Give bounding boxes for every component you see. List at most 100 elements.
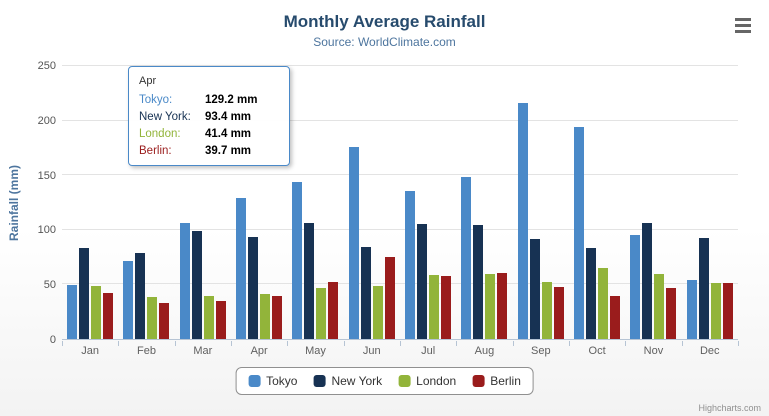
bar-group-sep — [513, 66, 569, 339]
gridline — [62, 174, 738, 176]
bar-london[interactable] — [598, 267, 609, 339]
axis-tick — [456, 341, 458, 346]
bar-tokyo[interactable] — [236, 197, 247, 339]
bar-new-york[interactable] — [529, 239, 540, 339]
bar-new-york[interactable] — [248, 237, 259, 339]
context-menu-button[interactable] — [731, 15, 755, 35]
chart-subtitle: Source: WorldClimate.com — [313, 35, 456, 49]
bar-tokyo[interactable] — [405, 190, 416, 339]
tooltip-row: Tokyo: 129.2 mm — [139, 94, 279, 106]
bar-tokyo[interactable] — [574, 127, 585, 339]
hamburger-icon — [735, 29, 751, 33]
axis-tick — [625, 341, 627, 346]
bar-new-york[interactable] — [417, 224, 428, 339]
x-axis-ticks — [62, 340, 739, 346]
plot-area — [62, 65, 738, 340]
bar-new-york[interactable] — [698, 238, 709, 339]
bar-berlin[interactable] — [441, 276, 452, 339]
bar-group-jan — [62, 66, 118, 339]
hamburger-icon — [735, 23, 751, 27]
tooltip-series-value: 41.4 mm — [205, 128, 252, 140]
bar-tokyo[interactable] — [67, 284, 78, 339]
x-axis-label: Sep — [531, 345, 551, 357]
legend-item-new-york[interactable]: New York — [313, 374, 382, 388]
bar-group-aug — [456, 66, 512, 339]
legend-item-tokyo[interactable]: Tokyo — [248, 374, 297, 388]
credits-link[interactable]: Highcharts.com — [698, 403, 761, 413]
tooltip-series-label: New York: — [139, 111, 191, 123]
bar-tokyo[interactable] — [686, 279, 697, 339]
bar-berlin[interactable] — [497, 273, 508, 339]
legend-item-london[interactable]: London — [398, 374, 456, 388]
bar-group-may — [287, 66, 343, 339]
tooltip-series-label: Tokyo: — [139, 94, 173, 106]
bar-tokyo[interactable] — [292, 181, 303, 339]
bar-new-york[interactable] — [586, 247, 597, 339]
bar-tokyo[interactable] — [517, 102, 528, 339]
bar-london[interactable] — [147, 296, 158, 339]
tooltip-series-value: 39.7 mm — [205, 145, 252, 157]
bar-berlin[interactable] — [553, 287, 564, 339]
bar-london[interactable] — [91, 285, 102, 339]
bar-new-york[interactable] — [79, 247, 90, 339]
bar-berlin[interactable] — [722, 283, 733, 339]
bar-group-oct — [569, 66, 625, 339]
legend-label: New York — [331, 374, 383, 388]
x-axis-label: Dec — [699, 345, 720, 357]
bar-london[interactable] — [260, 293, 271, 339]
bar-tokyo[interactable] — [179, 222, 190, 339]
legend-symbol — [398, 375, 411, 387]
tooltip: Apr Tokyo: 129.2 mm New York: 93.4 mm London… — [128, 66, 290, 166]
bar-berlin[interactable] — [610, 296, 621, 339]
y-axis-label: 150 — [37, 169, 56, 182]
bar-london[interactable] — [485, 273, 496, 339]
bar-new-york[interactable] — [304, 223, 315, 339]
bar-london[interactable] — [710, 283, 721, 339]
bar-london[interactable] — [203, 296, 214, 339]
bar-berlin[interactable] — [666, 287, 677, 339]
bar-new-york[interactable] — [642, 222, 653, 339]
tooltip-series-label: London: — [139, 128, 181, 140]
legend-label: Tokyo — [266, 374, 298, 388]
bar-group-mar — [175, 66, 231, 339]
x-axis-label: Jan — [81, 345, 100, 357]
gridline — [62, 283, 738, 285]
bar-new-york[interactable] — [473, 225, 484, 339]
bar-berlin[interactable] — [159, 302, 170, 339]
axis-tick — [118, 341, 120, 346]
bar-berlin[interactable] — [103, 292, 114, 339]
axis-tick — [287, 341, 289, 346]
legend-label: Berlin — [490, 374, 521, 388]
tooltip-series-value: 93.4 mm — [205, 111, 252, 123]
gridline — [62, 65, 738, 66]
legend-symbol — [472, 375, 485, 387]
bar-berlin[interactable] — [328, 281, 339, 339]
bar-tokyo[interactable] — [348, 146, 359, 339]
bar-london[interactable] — [429, 274, 440, 339]
bar-tokyo[interactable] — [123, 260, 134, 339]
bar-berlin[interactable] — [384, 256, 395, 339]
bar-london[interactable] — [372, 286, 383, 339]
y-axis-label: 50 — [43, 279, 56, 292]
legend: Tokyo New York London Berlin — [235, 367, 534, 395]
bar-new-york[interactable] — [191, 231, 202, 339]
bar-london[interactable] — [541, 281, 552, 339]
y-axis-label: 0 — [49, 334, 56, 346]
tooltip-rows: Tokyo: 129.2 mm New York: 93.4 mm London: 41.… — [139, 94, 279, 157]
x-axis-label: Mar — [193, 345, 213, 357]
x-axis-label: May — [305, 345, 326, 357]
bar-tokyo[interactable] — [461, 176, 472, 339]
legend-item-berlin[interactable]: Berlin — [472, 374, 521, 388]
bar-new-york[interactable] — [360, 246, 371, 339]
bar-berlin[interactable] — [272, 295, 283, 339]
axis-tick — [569, 341, 570, 346]
bar-tokyo[interactable] — [630, 234, 641, 339]
legend-label: London — [416, 374, 457, 388]
bar-new-york[interactable] — [135, 252, 146, 339]
bar-london[interactable] — [654, 274, 665, 339]
bar-berlin[interactable] — [215, 301, 226, 339]
bar-london[interactable] — [316, 287, 327, 339]
axis-tick — [343, 341, 345, 346]
tooltip-series-label: Berlin: — [139, 145, 172, 157]
